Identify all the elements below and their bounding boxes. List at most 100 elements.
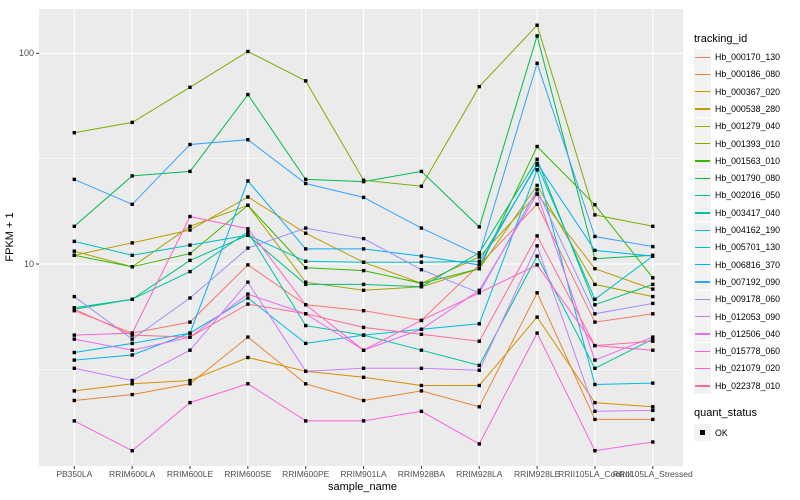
x-axis-title: sample_name	[327, 481, 398, 493]
data-point	[593, 320, 597, 324]
data-point	[361, 236, 366, 241]
y-axis-title: FPKM + 1	[4, 212, 16, 262]
data-point	[593, 203, 597, 207]
data-point	[651, 381, 655, 385]
series-color-swatch	[695, 333, 710, 335]
data-point	[304, 323, 308, 328]
data-point	[419, 318, 424, 323]
data-point	[72, 398, 76, 403]
data-point	[651, 337, 655, 341]
legend-key-line-icon	[694, 152, 711, 170]
data-point	[535, 188, 539, 192]
data-point	[246, 302, 250, 306]
data-point	[419, 226, 424, 230]
data-point	[188, 258, 192, 263]
data-point	[72, 224, 76, 228]
legend-item-Hb_000538_280: Hb_000538_280	[694, 100, 780, 118]
legend-item-Hb_000367_020: Hb_000367_020	[694, 83, 780, 101]
data-point	[535, 254, 539, 258]
legend: tracking_id Hb_000170_130 Hb_000186_080 Hb…	[692, 0, 800, 500]
x-tick-label-RRIM600LA: RRIM600LA	[108, 469, 156, 479]
data-point	[419, 348, 424, 352]
legend-item-Hb_022378_010: Hb_022378_010	[694, 377, 780, 395]
data-point	[304, 231, 308, 235]
series-color-swatch	[695, 143, 710, 145]
legend-key-line-icon	[694, 117, 711, 135]
data-point	[130, 297, 134, 301]
data-point	[188, 85, 192, 89]
legend-item-Hb_009178_060: Hb_009178_060	[694, 290, 780, 308]
legend-item-Hb_015778_060: Hb_015778_060	[694, 342, 780, 360]
data-point	[361, 260, 366, 264]
data-point	[477, 363, 481, 368]
data-point	[246, 227, 250, 231]
data-point	[304, 247, 308, 251]
data-point	[246, 195, 250, 199]
legend-item-Hb_004162_190: Hb_004162_190	[694, 221, 780, 239]
data-point	[130, 353, 134, 357]
data-point	[188, 251, 192, 256]
data-point	[593, 358, 597, 362]
x-tick-label-RRIM928LA: RRIM928LA	[456, 469, 503, 479]
x-tick-label-RRIM928BA: RRIM928BA	[397, 469, 446, 479]
data-point	[477, 253, 481, 257]
data-point	[72, 253, 76, 257]
legend-item-quant-ok: OK	[694, 424, 728, 441]
x-tick-label-RRII105LA_Stressed: RRII105LA_Stressed	[612, 469, 693, 479]
data-point	[535, 192, 539, 196]
data-point	[535, 168, 539, 172]
legend-title-tracking-id: tracking_id	[694, 33, 748, 45]
legend-key-line-icon	[694, 169, 711, 187]
data-point	[651, 254, 655, 258]
legend-key-line-icon	[694, 359, 711, 377]
legend-item-Hb_012053_090: Hb_012053_090	[694, 308, 780, 325]
data-point	[304, 259, 308, 263]
legend-label: Hb_001563_010	[715, 155, 781, 166]
data-point	[477, 405, 481, 409]
data-point	[651, 405, 655, 409]
data-point	[535, 234, 539, 238]
data-point	[188, 331, 192, 335]
legend-label: Hb_005701_130	[715, 242, 781, 253]
legend-key-line-icon	[694, 325, 711, 343]
data-point	[246, 49, 250, 54]
data-point	[361, 179, 366, 184]
x-tick-label-RRIM928LE: RRIM928LE	[513, 469, 561, 479]
data-point	[419, 366, 424, 370]
data-point	[72, 307, 76, 311]
legend-item-Hb_012506_040: Hb_012506_040	[694, 325, 780, 343]
data-point	[72, 419, 76, 423]
data-point	[651, 244, 655, 249]
data-point	[246, 233, 250, 237]
black-square-point-icon	[700, 430, 705, 435]
series-color-swatch	[695, 56, 710, 58]
legend-item-Hb_001563_010: Hb_001563_010	[694, 152, 781, 170]
legend-key-line-icon	[694, 377, 711, 395]
data-point	[361, 348, 366, 352]
legend-label: Hb_003417_040	[715, 207, 781, 218]
legend-key-line-icon	[694, 290, 711, 308]
data-point	[593, 382, 597, 387]
data-point	[361, 366, 366, 370]
data-point	[477, 263, 481, 267]
series-color-swatch	[695, 229, 710, 231]
data-point	[188, 142, 192, 147]
data-point	[72, 333, 76, 337]
legend-label: Hb_001790_080	[715, 173, 781, 184]
data-point	[130, 241, 134, 245]
data-point	[593, 297, 597, 301]
legend-title-quant-status: quant_status	[694, 407, 757, 419]
data-point	[188, 214, 192, 219]
data-point	[651, 339, 655, 343]
data-point	[593, 248, 597, 253]
data-point	[246, 263, 250, 267]
data-point	[361, 309, 366, 313]
series-color-swatch	[695, 264, 710, 266]
legend-item-Hb_007192_090: Hb_007192_090	[694, 273, 780, 291]
data-point	[130, 341, 134, 346]
data-point	[419, 169, 424, 174]
data-point	[361, 282, 366, 287]
x-tick-label-PB350LA: PB350LA	[56, 469, 93, 479]
data-point	[651, 312, 655, 316]
